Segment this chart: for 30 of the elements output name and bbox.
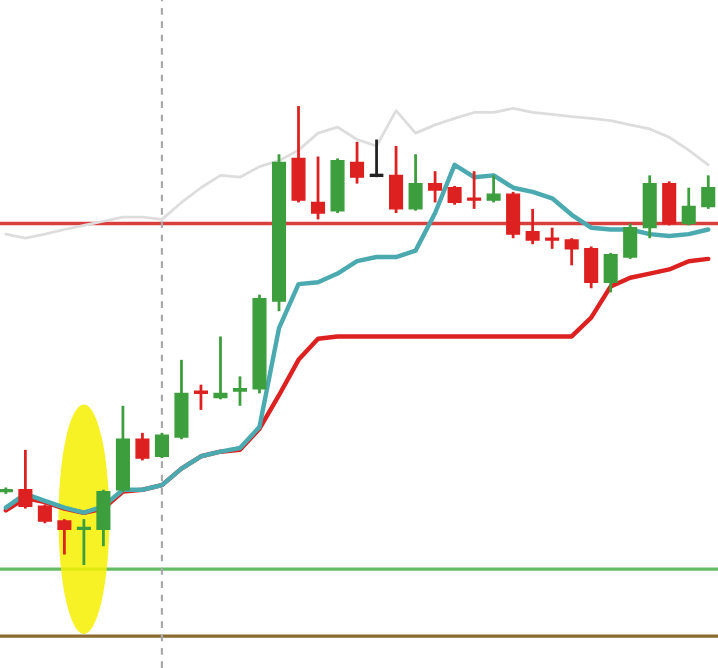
candlestick: [506, 190, 521, 240]
candlestick: [681, 186, 696, 227]
candlestick: [408, 152, 423, 213]
candlestick: [154, 431, 169, 460]
candlestick: [213, 335, 228, 401]
candlestick: [193, 383, 208, 412]
candlestick: [545, 226, 560, 251]
candlestick: [525, 207, 540, 246]
candlestick: [174, 358, 189, 441]
candlestick: [701, 173, 716, 211]
candlestick: [18, 448, 33, 510]
candlestick: [57, 517, 72, 556]
candlestick: [350, 140, 365, 185]
candlestick: [310, 155, 326, 221]
candlestick: [642, 173, 657, 240]
candlestick: [447, 184, 462, 207]
candlestick: [135, 431, 150, 462]
candlestick: [623, 222, 638, 261]
candlestick: [662, 179, 677, 227]
candlestick: [291, 104, 306, 204]
candlestick: [389, 144, 404, 215]
candlestick: [603, 251, 618, 294]
candlestick: [486, 173, 501, 204]
candlestick: [584, 245, 599, 290]
candlestick: [564, 236, 579, 267]
candlestick: [428, 169, 443, 204]
candlestick: [96, 488, 111, 548]
candlestick: [76, 517, 91, 567]
candlestick: [232, 375, 248, 408]
candlestick: [467, 169, 482, 211]
